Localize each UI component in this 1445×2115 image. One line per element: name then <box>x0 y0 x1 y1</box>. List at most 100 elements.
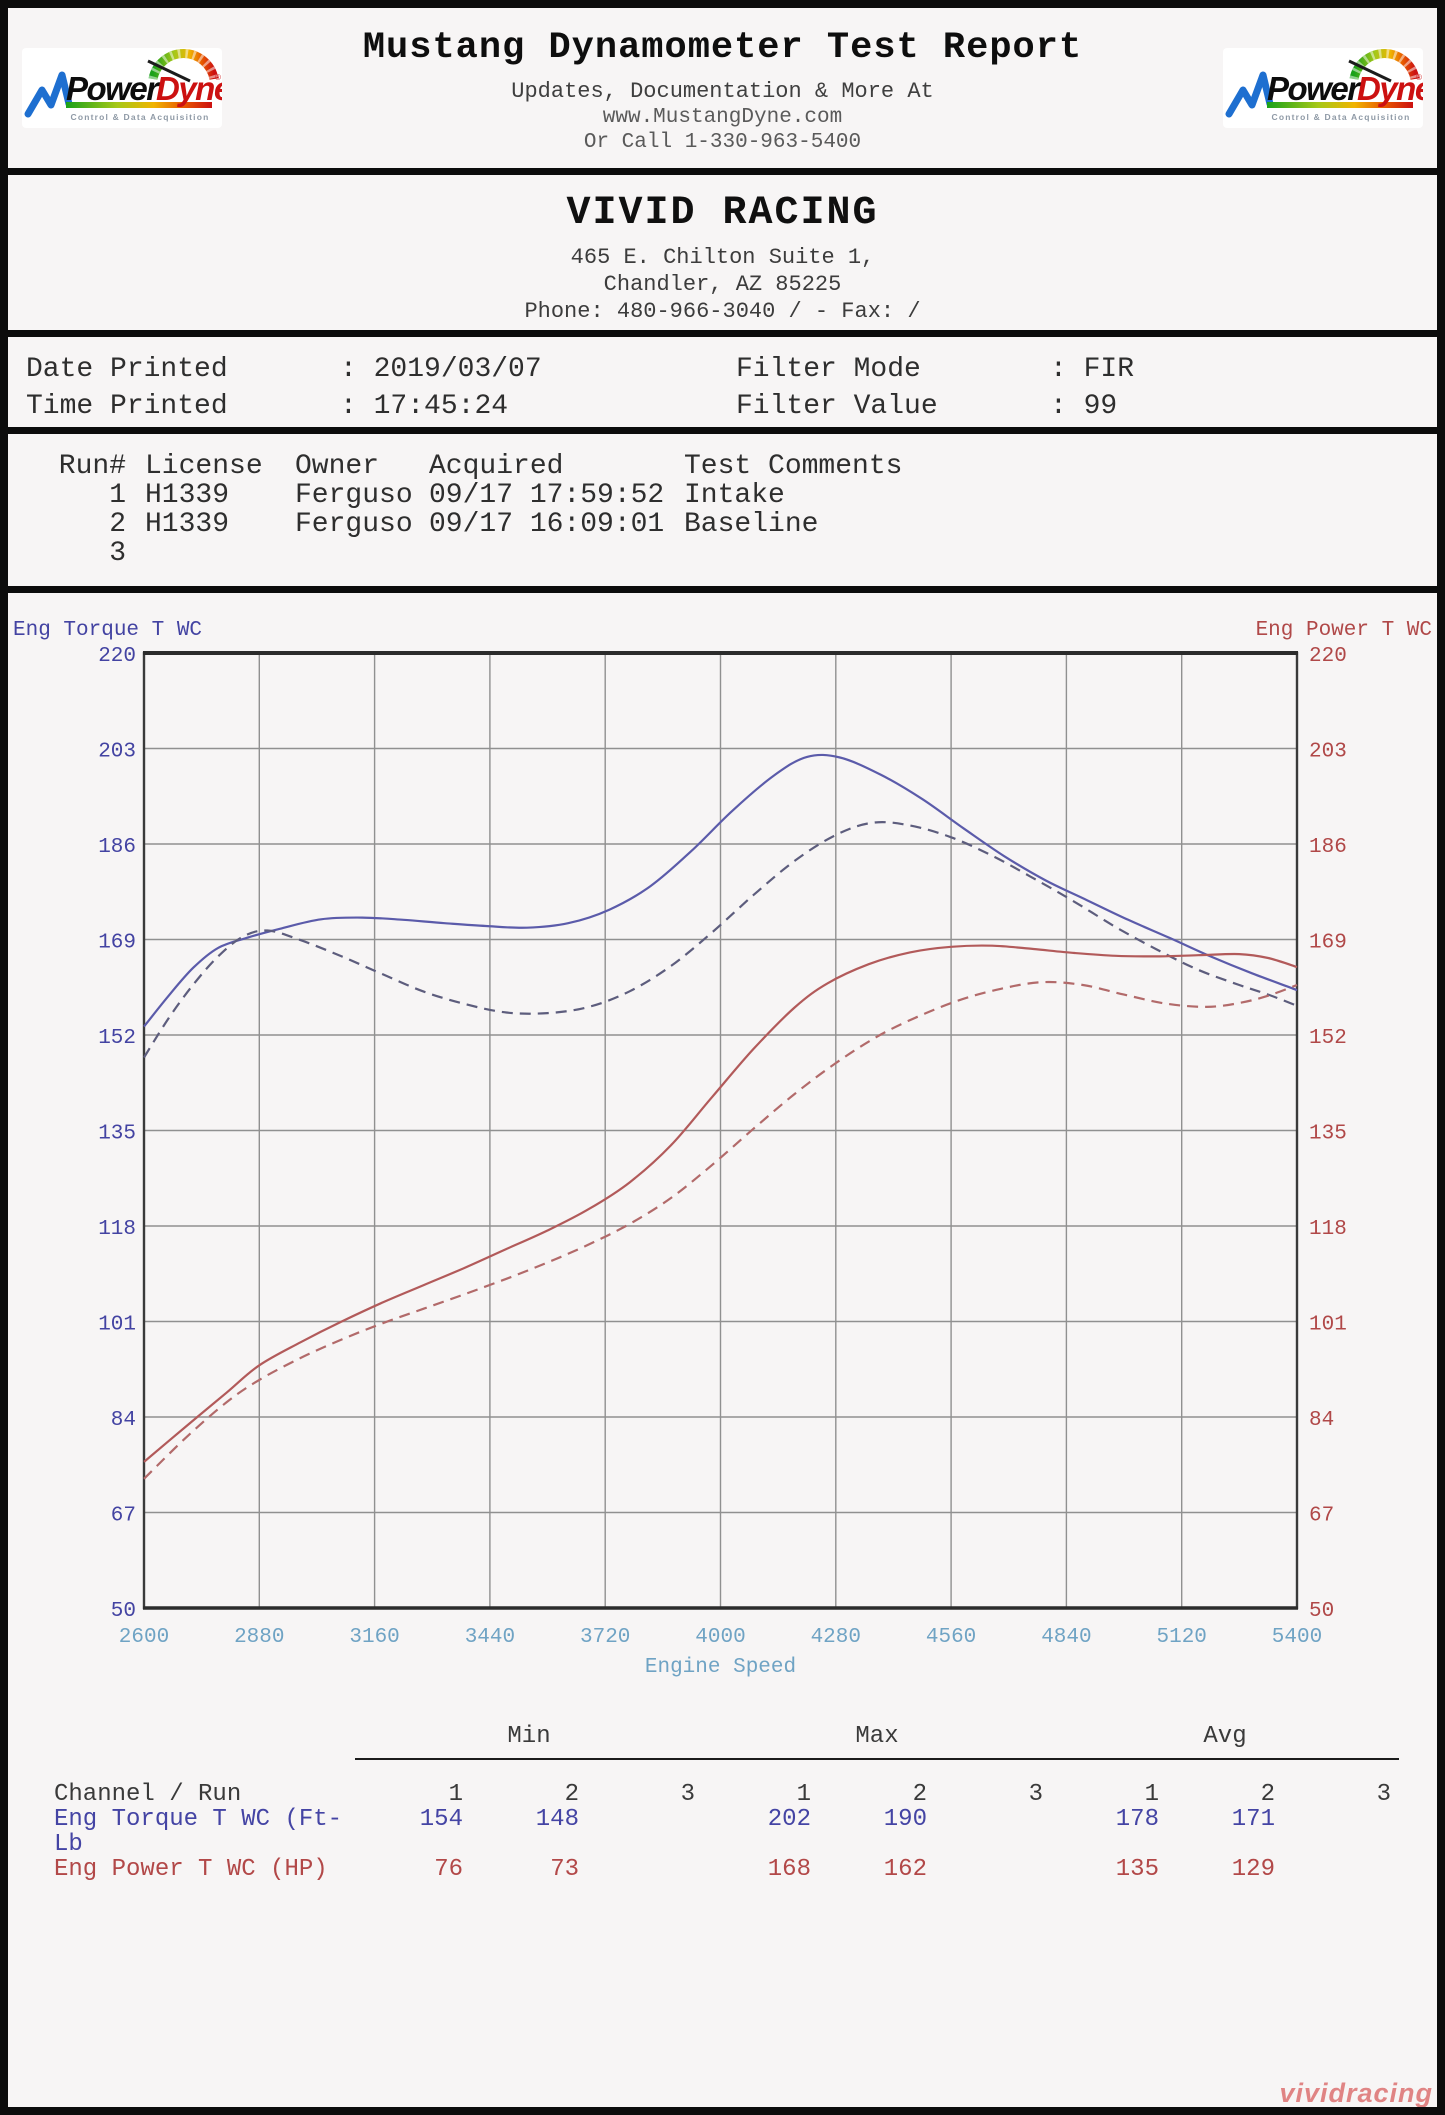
run-cell: 1 <box>109 480 126 511</box>
x-tick-label: 4280 <box>811 1626 861 1649</box>
logo-dyne-text: Dyne <box>156 70 222 107</box>
run-number-cell: 1 <box>796 1781 811 1808</box>
right-y-tick-label: 135 <box>1309 1123 1347 1146</box>
shop-info-section: VIVID RACING 465 E. Chilton Suite 1, Cha… <box>8 175 1437 330</box>
logo-dyne-text: Dyne <box>1357 70 1423 107</box>
stats-value-cell <box>587 1807 703 1857</box>
filter-mode-label: Filter Mode <box>736 354 921 385</box>
stats-value-cell: 76 <box>434 1856 463 1883</box>
gauge-needle-icon <box>147 59 191 83</box>
runs-header-row: Run# License Owner Acquired Test Comments <box>54 452 1437 481</box>
right-y-tick-label: 101 <box>1309 1314 1347 1337</box>
filter-value-label: Filter Value <box>736 391 938 422</box>
meta-row: Date Printed : 2019/03/07 Filter Mode : … <box>26 351 1437 388</box>
section-divider <box>8 330 1437 337</box>
time-printed-value: : 17:45:24 <box>340 391 509 422</box>
gauge-arc-icon <box>148 49 219 81</box>
x-tick-label: 5120 <box>1156 1626 1206 1649</box>
run-row: 3 <box>54 539 1437 568</box>
channel-label: Eng Power T WC (HP) <box>54 1856 328 1883</box>
gauge-needle-icon <box>1348 59 1392 83</box>
left-y-tick-label: 152 <box>98 1027 136 1050</box>
stats-value-cell: 154 <box>419 1806 463 1833</box>
stats-value-cell: 162 <box>883 1856 927 1883</box>
run-number-cell: 3 <box>680 1781 695 1808</box>
stats-group-label: Max <box>703 1723 1051 1760</box>
left-y-tick-label: 135 <box>98 1123 136 1146</box>
run-cell <box>295 539 429 568</box>
shop-phone: Phone: 480-966-3040 / - Fax: / <box>524 299 921 324</box>
stats-value-cell: 202 <box>767 1806 811 1833</box>
channel-run-header: Channel / Run <box>54 1781 242 1808</box>
time-printed-label: Time Printed <box>26 391 228 422</box>
run-number-cell: 1 <box>448 1781 463 1808</box>
right-y-tick-label: 169 <box>1309 932 1347 955</box>
run-cell <box>684 539 1437 568</box>
runs-header-cell: Run# <box>58 451 126 482</box>
run-cell: Intake <box>684 480 785 511</box>
logo-tagline: Control & Data Acquisition <box>70 112 209 122</box>
left-y-tick-label: 203 <box>98 741 136 764</box>
vividracing-watermark: vividracing <box>1279 2078 1433 2108</box>
left-y-tick-label: 220 <box>98 645 136 668</box>
report-header: Power Dyne ® Control & Data Acquisition … <box>8 8 1437 168</box>
stats-table: Min Max Avg Channel / Run 1 2 3 1 2 3 1 2 3 Eng Torqu… <box>8 1703 1437 1882</box>
report-title: Mustang Dynamometer Test Report <box>362 27 1083 69</box>
filter-mode-value: : FIR <box>1050 354 1135 385</box>
run-cell: 09/17 16:09:01 <box>429 509 665 540</box>
stats-group-label: Min <box>355 1723 703 1760</box>
dyno-chart: Eng Torque T WC Eng Power T WC 50 50 67 67 84 8… <box>8 593 1437 1703</box>
run-cell: 09/17 17:59:52 <box>429 480 665 511</box>
date-printed-label: Date Printed <box>26 354 228 385</box>
run-cell: Baseline <box>684 509 819 540</box>
run-cell: H1339 <box>145 480 230 511</box>
x-tick-label: 2880 <box>234 1626 284 1649</box>
runs-table: Run# License Owner Acquired Test Comments 1 H1… <box>8 434 1437 586</box>
stats-value-cell: 135 <box>1115 1856 1159 1883</box>
curve-power-solid <box>143 944 1298 1463</box>
right-y-tick-label: 203 <box>1309 741 1347 764</box>
logo-reg-mark: ® <box>1416 73 1422 82</box>
shop-address-line1: 465 E. Chilton Suite 1, <box>570 245 875 270</box>
x-tick-label: 3440 <box>465 1626 515 1649</box>
print-meta-section: Date Printed : 2019/03/07 Filter Mode : … <box>8 337 1437 427</box>
logo-power-text: Power <box>66 70 161 107</box>
run-number-cell: 1 <box>1144 1781 1159 1808</box>
left-y-tick-label: 101 <box>98 1314 136 1337</box>
shop-name: VIVID RACING <box>566 191 879 236</box>
logo-power-text: Power <box>1267 70 1362 107</box>
x-tick-label: 4840 <box>1041 1626 1091 1649</box>
title-block: Mustang Dynamometer Test Report Updates,… <box>222 21 1223 155</box>
run-cell <box>145 539 295 568</box>
run-cell: H1339 <box>145 509 230 540</box>
powerdyne-logo-right: Power Dyne ® Control & Data Acquisition <box>1223 48 1423 128</box>
curve-torque-solid <box>143 753 1298 1028</box>
meta-row: Time Printed : 17:45:24 Filter Value : 9… <box>26 388 1437 425</box>
logo-reg-mark: ® <box>215 73 221 82</box>
shop-address-line2: Chandler, AZ 85225 <box>603 272 842 297</box>
stats-data-row: Eng Torque T WC (Ft-Lb 154 148 202 190 178 171 <box>54 1807 1437 1857</box>
x-tick-label: 2600 <box>119 1626 169 1649</box>
run-row: 1 H1339 Ferguso 09/17 17:59:52 Intake <box>54 481 1437 510</box>
report-phone: Or Call 1-330-963-5400 <box>583 131 862 154</box>
run-cell: 2 <box>109 509 126 540</box>
run-cell <box>429 539 684 568</box>
pulse-trace-icon <box>1225 71 1274 118</box>
run-number-cell: 3 <box>1028 1781 1043 1808</box>
stats-value-cell: 148 <box>535 1806 579 1833</box>
rainbow-underline <box>66 102 212 108</box>
stats-group-header-row: Min Max Avg <box>54 1723 1437 1760</box>
x-tick-label: 4000 <box>695 1626 745 1649</box>
rainbow-underline <box>1267 102 1413 108</box>
stats-value-cell <box>587 1857 703 1882</box>
run-row: 2 H1339 Ferguso 09/17 16:09:01 Baseline <box>54 510 1437 539</box>
stats-group-label: Avg <box>1051 1723 1399 1760</box>
section-divider <box>8 427 1437 434</box>
left-y-tick-label: 169 <box>98 932 136 955</box>
runs-header-cell: Test Comments <box>684 451 903 482</box>
logo-tagline: Control & Data Acquisition <box>1271 112 1410 122</box>
left-y-tick-label: 118 <box>98 1218 136 1241</box>
right-y-tick-label: 50 <box>1309 1600 1334 1623</box>
right-y-tick-label: 84 <box>1309 1409 1334 1432</box>
